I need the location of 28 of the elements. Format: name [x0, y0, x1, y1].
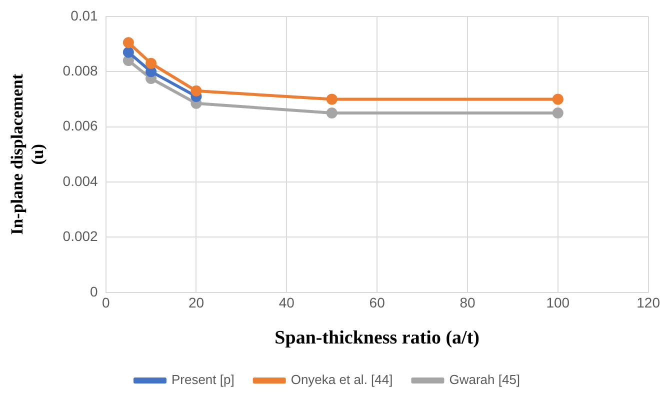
point — [146, 58, 157, 69]
x-tick-label: 0 — [102, 294, 110, 311]
point — [122, 46, 134, 58]
point — [122, 37, 134, 48]
point — [552, 94, 564, 105]
y-tick-label: 0.006 — [62, 118, 98, 134]
point — [146, 66, 157, 78]
legend-label: Gwarah [45] — [449, 372, 520, 388]
y-tick-label: 0 — [90, 283, 98, 300]
x-tick-label: 120 — [636, 294, 660, 311]
x-tick-label: 100 — [546, 294, 570, 311]
x-tick-label: 40 — [278, 294, 295, 311]
y-axis-title: In-plane displacement (u) — [8, 74, 47, 235]
y-tick-label: 0.004 — [62, 172, 98, 189]
legend-label: Present [p] — [171, 372, 234, 388]
y-tick-label: 0.008 — [62, 62, 98, 78]
point — [190, 85, 202, 96]
y-tick-label: 0.002 — [62, 228, 98, 244]
point — [552, 108, 564, 118]
legend-label: Onyeka et al. [44] — [290, 372, 393, 388]
x-tick-label: 60 — [369, 294, 386, 311]
x-axis-title: Span-thickness ratio (a/t) — [274, 328, 480, 349]
point — [326, 108, 338, 118]
x-tick-label: 80 — [460, 294, 476, 311]
point — [122, 55, 134, 66]
x-tick-label: 20 — [188, 294, 204, 311]
point — [326, 94, 338, 105]
y-tick-label: 0.01 — [70, 7, 98, 24]
